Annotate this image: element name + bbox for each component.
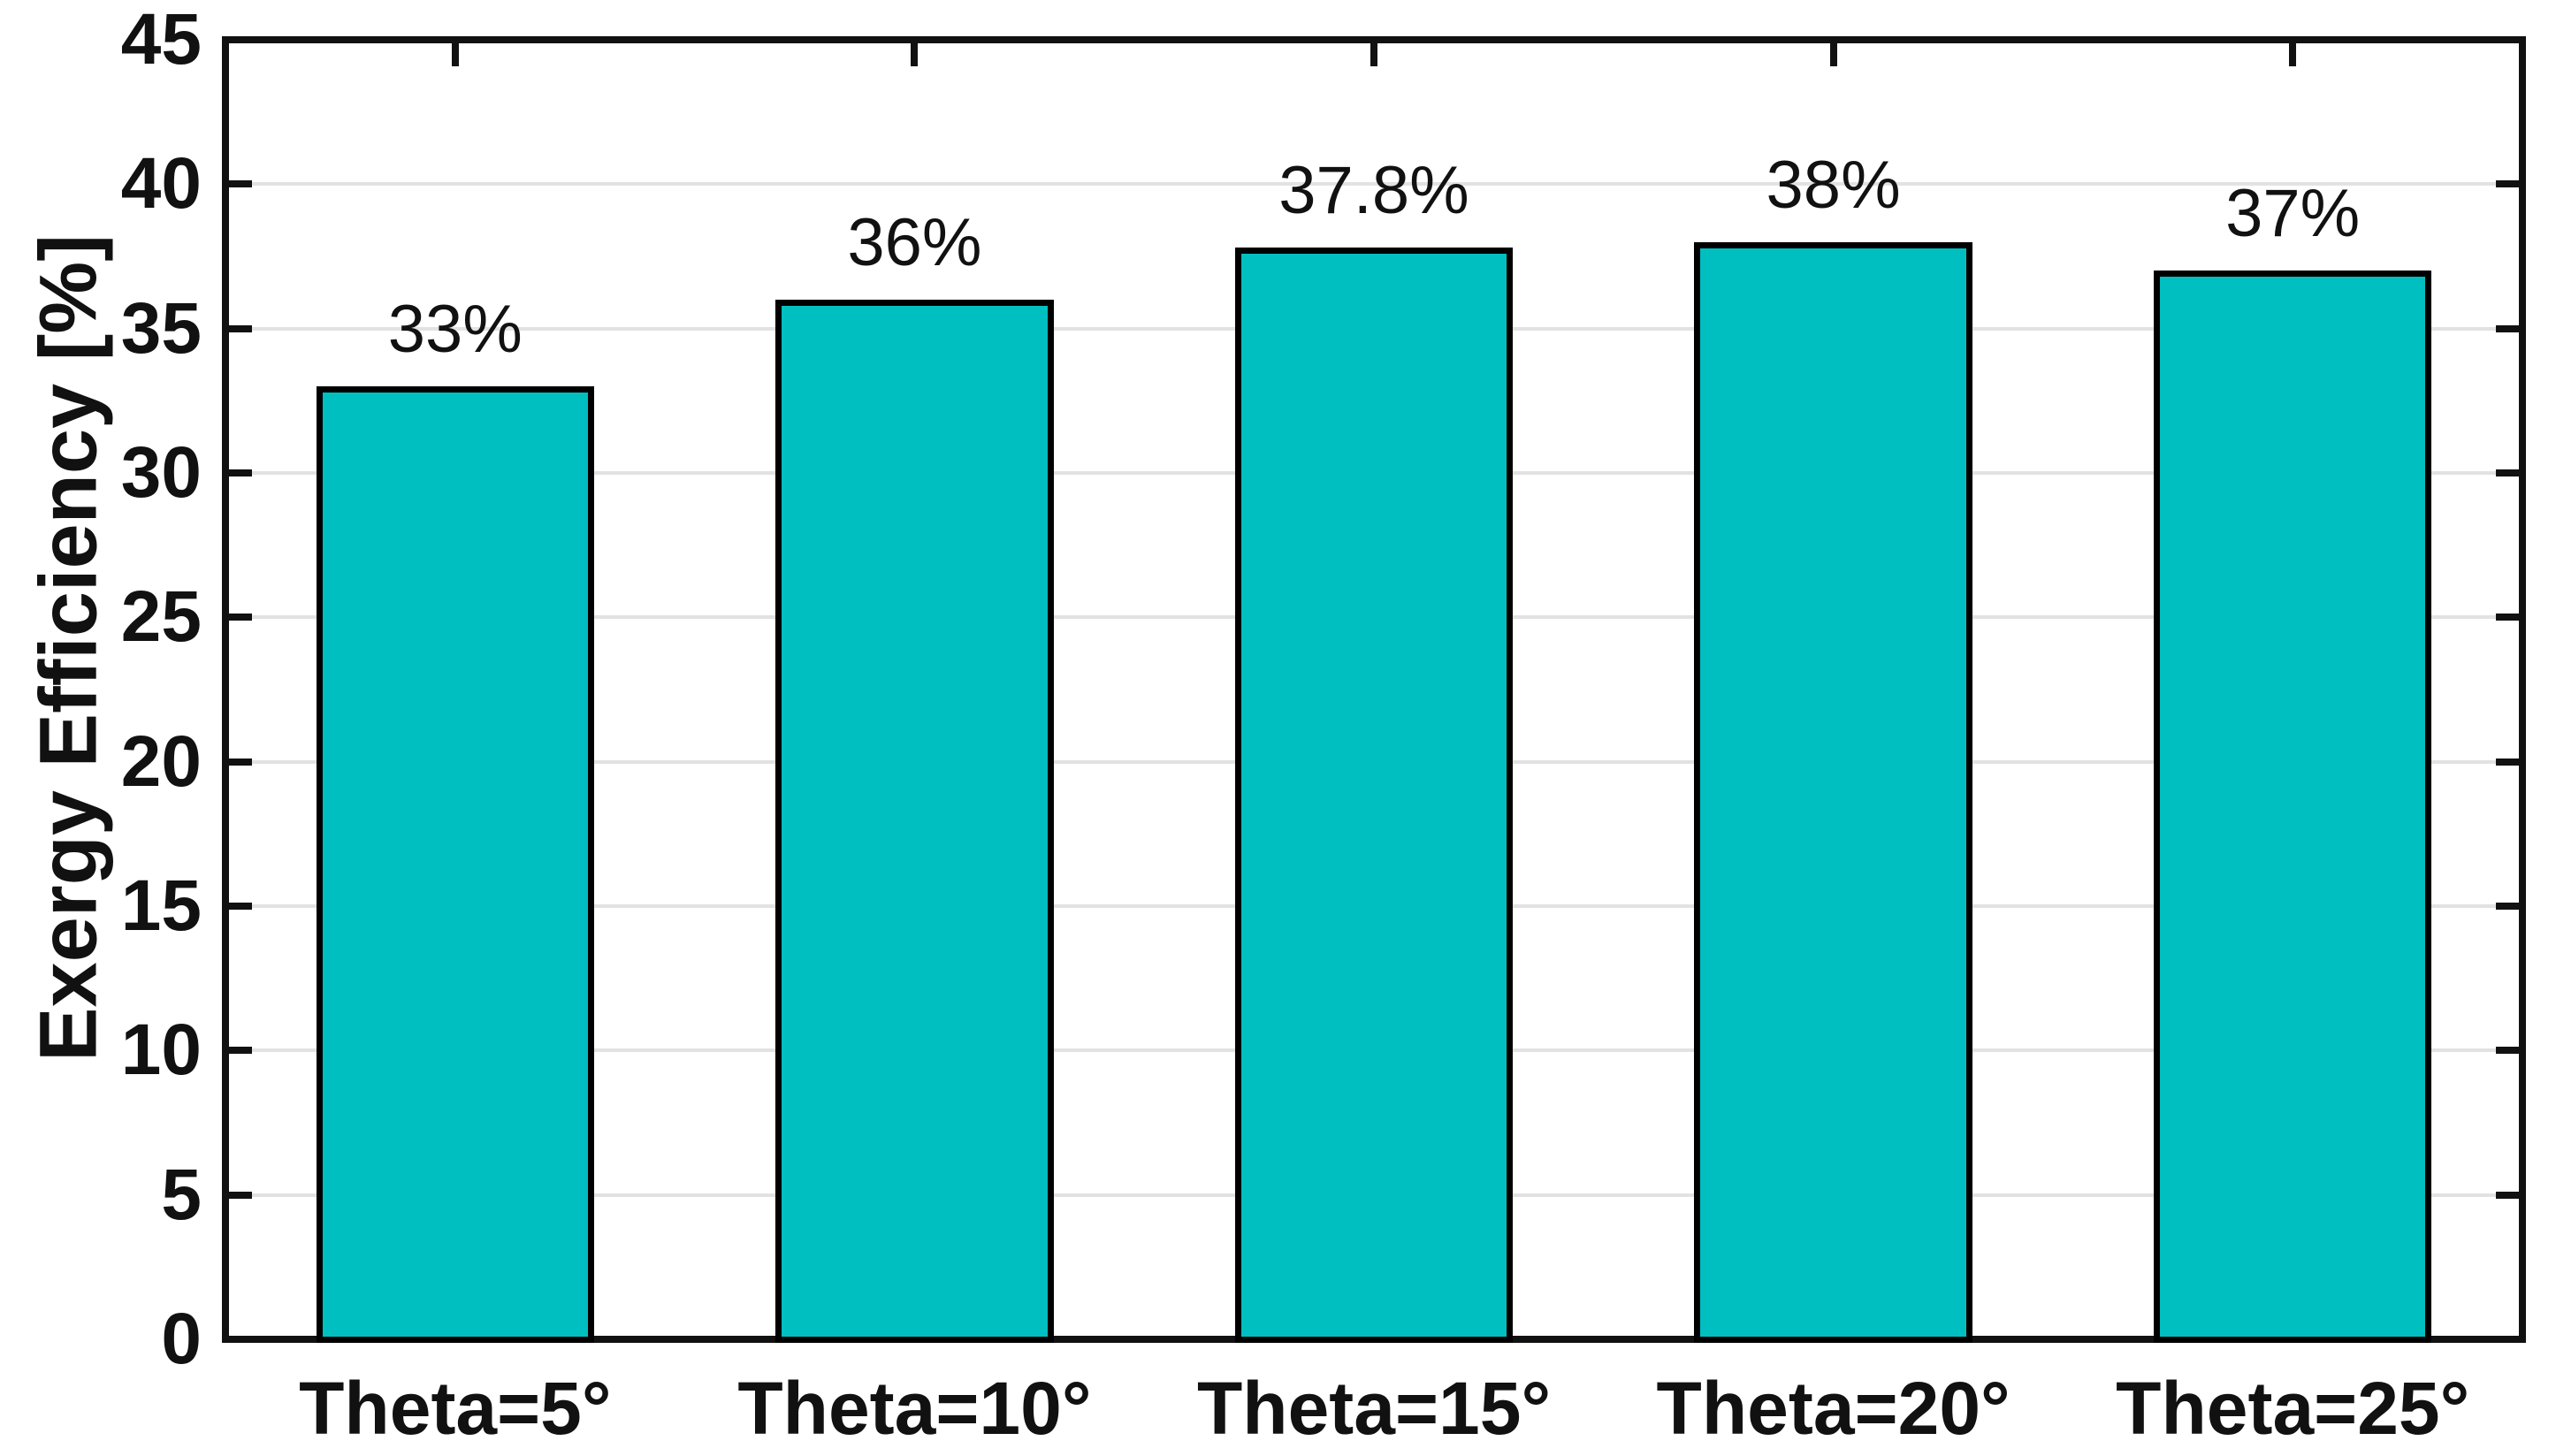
bar bbox=[316, 386, 594, 1343]
y-tick-label: 5 bbox=[161, 1154, 202, 1235]
y-tick-mark-right bbox=[2496, 469, 2522, 476]
x-tick-label: Theta=25° bbox=[2116, 1367, 2470, 1450]
x-tick-mark-top bbox=[2289, 40, 2297, 66]
y-tick-label: 30 bbox=[120, 432, 202, 513]
y-tick-mark-left bbox=[225, 614, 252, 621]
y-tick-label: 20 bbox=[120, 720, 202, 802]
y-tick-mark-right bbox=[2496, 903, 2522, 910]
bar-value-label: 38% bbox=[1766, 147, 1901, 223]
y-tick-label: 35 bbox=[120, 287, 202, 369]
bar bbox=[1694, 241, 1972, 1343]
y-tick-mark-left bbox=[225, 1191, 252, 1199]
x-tick-mark-top bbox=[1829, 40, 1837, 66]
y-tick-label: 0 bbox=[161, 1299, 202, 1379]
bar bbox=[2154, 271, 2432, 1343]
y-tick-mark-left bbox=[225, 1047, 252, 1055]
y-tick-mark-left bbox=[225, 758, 252, 766]
y-tick-mark-right bbox=[2496, 614, 2522, 621]
y-tick-label: 40 bbox=[120, 143, 202, 225]
x-tick-mark-top bbox=[911, 40, 919, 66]
y-tick-mark-right bbox=[2496, 1191, 2522, 1199]
y-tick-mark-right bbox=[2496, 324, 2522, 332]
x-tick-mark-top bbox=[1370, 40, 1377, 66]
x-tick-label: Theta=20° bbox=[1656, 1367, 2010, 1450]
y-tick-mark-right bbox=[2496, 758, 2522, 766]
bar bbox=[1234, 248, 1514, 1343]
y-tick-mark-left bbox=[225, 180, 252, 188]
y-tick-mark-left bbox=[225, 469, 252, 476]
bar-value-label: 37.8% bbox=[1278, 153, 1469, 229]
y-tick-label: 25 bbox=[120, 576, 202, 658]
x-tick-label: Theta=5° bbox=[299, 1367, 612, 1450]
x-tick-label: Theta=15° bbox=[1196, 1367, 1552, 1450]
x-tick-mark-top bbox=[451, 40, 459, 66]
bar-value-label: 36% bbox=[847, 205, 982, 280]
y-tick-label: 10 bbox=[120, 1010, 202, 1091]
y-tick-mark-left bbox=[225, 324, 252, 332]
x-tick-label: Theta=10° bbox=[737, 1367, 1092, 1450]
y-tick-label: 45 bbox=[120, 0, 202, 80]
y-tick-mark-left bbox=[225, 903, 252, 910]
bar-value-label: 33% bbox=[387, 292, 523, 367]
bar bbox=[775, 300, 1054, 1343]
y-tick-label: 15 bbox=[120, 865, 202, 946]
y-tick-mark-right bbox=[2496, 1047, 2522, 1055]
y-tick-mark-right bbox=[2496, 180, 2522, 188]
y-gridline bbox=[225, 182, 2522, 187]
bar-value-label: 37% bbox=[2225, 176, 2361, 252]
